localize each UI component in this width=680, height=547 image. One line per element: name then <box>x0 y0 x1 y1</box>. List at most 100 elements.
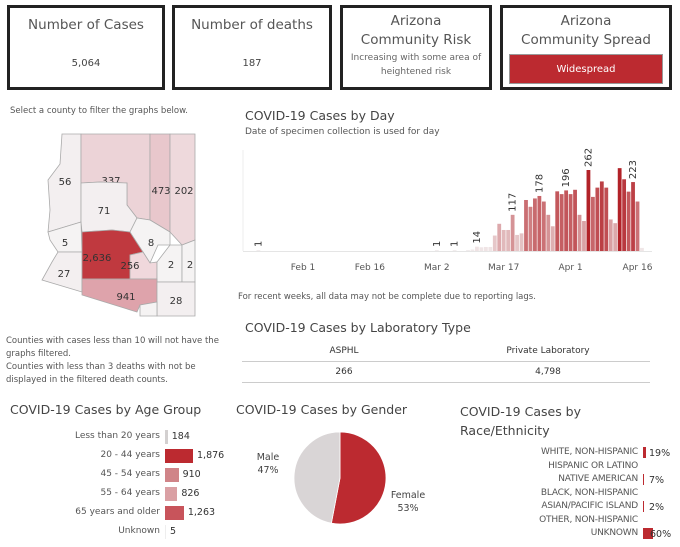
pie-label-name: Male <box>257 452 280 463</box>
day-bar[interactable] <box>497 223 502 251</box>
cases-card: Number of Cases 5,064 <box>7 5 165 90</box>
x-tick-label: Feb 1 <box>291 263 316 273</box>
cases-by-day-footnote: For recent weeks, all data may not be co… <box>238 292 536 302</box>
day-bar[interactable] <box>635 201 640 251</box>
day-bar-label: 14 <box>472 231 483 244</box>
county-case-label: 2,636 <box>83 253 112 264</box>
day-bar[interactable] <box>582 221 586 251</box>
day-bar[interactable] <box>631 182 635 251</box>
age-bar[interactable] <box>165 468 179 482</box>
day-bar[interactable] <box>568 194 573 251</box>
day-bar[interactable] <box>475 246 479 251</box>
race-category-label: NATIVE AMERICAN <box>558 474 638 484</box>
day-bar-label: 1 <box>450 241 461 247</box>
age-bar[interactable] <box>165 430 168 444</box>
day-bar-label: 117 <box>508 193 519 212</box>
day-bar[interactable] <box>559 194 564 251</box>
county-apache[interactable]: 202 <box>169 133 196 246</box>
day-bar[interactable] <box>550 226 555 251</box>
day-bar-label: 196 <box>561 168 572 187</box>
day-bar[interactable] <box>256 250 261 251</box>
age-category-label: Unknown <box>118 526 160 536</box>
day-bar[interactable] <box>533 198 537 251</box>
race-bar[interactable] <box>643 474 645 485</box>
day-bar[interactable] <box>599 181 604 251</box>
day-bar-label: 178 <box>534 174 545 193</box>
county-greenlee[interactable]: 2 <box>181 239 196 283</box>
gender-pie-chart[interactable]: Female 53% Male 47% <box>230 420 450 547</box>
county-case-label: 5 <box>62 238 68 249</box>
age-bar[interactable] <box>165 525 166 539</box>
race-bar[interactable] <box>643 528 653 539</box>
lab-col-private: Private Laboratory <box>506 346 590 356</box>
day-bar[interactable] <box>506 229 511 251</box>
deaths-card: Number of deaths 187 <box>172 5 332 90</box>
risk-subtitle: Increasing with some area of heightened … <box>350 53 482 77</box>
county-mohave[interactable]: 56 <box>47 133 82 233</box>
day-bar[interactable] <box>608 219 613 251</box>
day-bar[interactable] <box>501 229 506 251</box>
day-bar[interactable] <box>617 168 622 251</box>
county-santa-cruz[interactable] <box>139 301 158 317</box>
day-bar[interactable] <box>488 246 493 251</box>
pie-slice-male[interactable] <box>293 431 341 524</box>
spread-title: Arizona Community Spread <box>521 13 651 48</box>
day-bar[interactable] <box>537 195 542 251</box>
age-bar[interactable] <box>165 449 193 463</box>
age-value-label: 5 <box>170 526 177 537</box>
county-shape[interactable] <box>149 133 171 233</box>
cases-by-day-chart[interactable]: 1 1 1 14 117 178 196 262 223 Feb 1 Feb 16 Mar 2 Mar … <box>240 140 660 280</box>
day-bar[interactable] <box>613 223 618 251</box>
day-bar[interactable] <box>524 199 528 251</box>
day-bar[interactable] <box>640 247 644 251</box>
divider <box>242 382 650 383</box>
county-graham[interactable]: 2 <box>156 244 183 283</box>
county-navajo[interactable]: 473 <box>149 133 171 233</box>
day-bar[interactable] <box>519 233 524 251</box>
lab-col-asphl: ASPHL <box>329 346 359 356</box>
day-bar[interactable] <box>577 214 582 251</box>
day-bar[interactable] <box>541 201 546 251</box>
day-bar[interactable] <box>555 191 560 251</box>
county-shape[interactable] <box>139 301 158 317</box>
race-bar[interactable] <box>643 501 644 512</box>
day-bar-label: 262 <box>583 148 594 167</box>
county-cochise[interactable]: 28 <box>156 281 196 317</box>
day-bar[interactable] <box>492 235 497 251</box>
county-shape[interactable] <box>41 251 83 293</box>
day-bar[interactable] <box>528 206 533 251</box>
county-case-label: 2 <box>187 260 193 271</box>
day-bar[interactable] <box>573 189 577 251</box>
county-case-label: 28 <box>170 296 183 307</box>
day-bar[interactable] <box>546 214 551 251</box>
age-value-label: 1,876 <box>197 450 225 461</box>
day-bar[interactable] <box>622 179 627 251</box>
day-bar[interactable] <box>466 250 470 251</box>
day-bar[interactable] <box>483 246 488 251</box>
race-category-label: BLACK, NON-HISPANIC <box>540 487 638 498</box>
day-bar[interactable] <box>591 196 595 251</box>
county-yuma[interactable]: 27 <box>41 251 83 293</box>
day-bar[interactable] <box>452 250 457 251</box>
day-bar[interactable] <box>479 247 484 251</box>
age-bar[interactable] <box>165 487 178 501</box>
county-case-label: 337 <box>101 176 120 187</box>
county-map[interactable]: 56 337 473 202 71 5 27 2,636 8 256 2 2 941 28 <box>0 120 230 330</box>
day-bar-label: 223 <box>628 160 639 179</box>
race-value-label: 2% <box>649 502 665 513</box>
age-value-label: 826 <box>181 488 200 499</box>
day-bar[interactable] <box>586 170 591 251</box>
day-bar[interactable] <box>564 190 569 251</box>
day-bar[interactable] <box>434 250 439 251</box>
day-bar[interactable] <box>604 187 609 251</box>
cases-title: Number of Cases <box>28 17 144 33</box>
race-bar[interactable] <box>643 447 647 458</box>
age-bar[interactable] <box>165 506 184 520</box>
day-bar[interactable] <box>515 234 519 251</box>
county-case-label: 56 <box>59 177 72 188</box>
day-bar[interactable] <box>626 191 631 251</box>
pie-slice-female[interactable] <box>330 431 387 525</box>
day-bar[interactable] <box>595 187 600 251</box>
day-bar[interactable] <box>470 249 475 251</box>
day-bar[interactable] <box>510 214 515 251</box>
